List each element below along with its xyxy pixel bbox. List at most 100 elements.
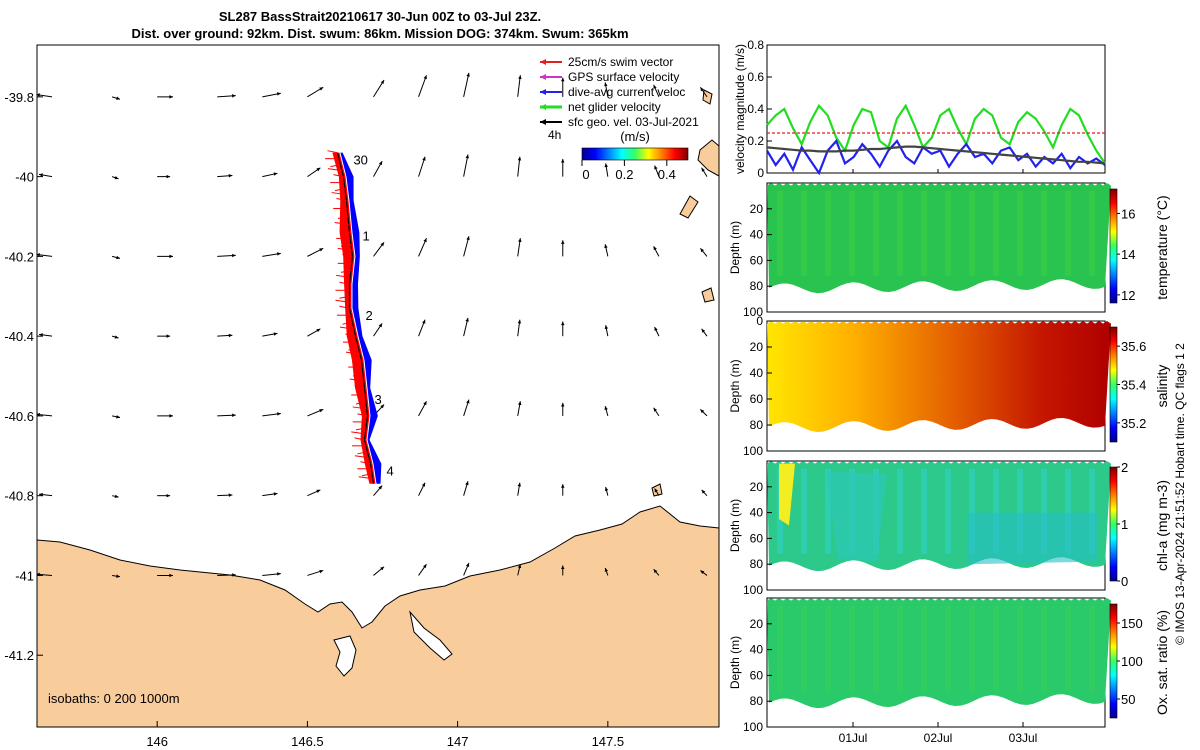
section-streak [921, 605, 927, 691]
velocity-series-line [766, 138, 1106, 176]
section-streak [993, 468, 999, 554]
geo-velocity-arrowhead [114, 176, 119, 180]
section-streak [969, 605, 975, 691]
geo-velocity-arrowhead [465, 562, 470, 567]
section-y-tick-label: 40 [750, 643, 764, 657]
section-y-tick-label: 100 [743, 583, 763, 597]
legend-entry: sfc geo. vel. 03-Jul-2021 [568, 115, 699, 129]
map-area [37, 45, 719, 727]
geo-velocity-arrowhead [517, 156, 522, 161]
geo-velocity-arrowhead [378, 161, 383, 166]
swim-vector [354, 437, 365, 441]
section-colorbar [1109, 466, 1118, 582]
estuary-east [409, 610, 453, 661]
section-y-tick-label: 80 [750, 694, 764, 708]
swim-vector [330, 164, 341, 168]
chart-title-line2: Dist. over ground: 92km. Dist. swum: 86k… [131, 26, 629, 41]
geo-velocity-arrowhead [380, 80, 385, 85]
track-current-band [340, 152, 382, 484]
track-day-label: 30 [353, 153, 367, 168]
geo-velocity-arrow [463, 72, 470, 97]
section-streak [849, 190, 855, 276]
geo-velocity-arrowhead [116, 574, 121, 578]
section-colorbar-label: temperature (°C) [1154, 195, 1170, 299]
geo-velocity-arrowhead [166, 334, 171, 338]
geo-velocity-arrowhead [316, 328, 321, 333]
geo-velocity-arrowhead [232, 573, 236, 577]
section-streak [1089, 190, 1095, 276]
section-streak [945, 468, 951, 554]
section-y-tick-label: 100 [743, 720, 763, 734]
geo-velocity-arrowhead [277, 572, 281, 576]
geo-velocity-arrowhead [169, 573, 174, 578]
geo-velocity-arrowhead [561, 484, 565, 488]
swim-vector [351, 357, 362, 361]
island-2 [679, 195, 699, 219]
geo-velocity-arrowhead [166, 493, 171, 498]
legend-entry: GPS surface velocity [568, 70, 679, 84]
section-streak [1041, 190, 1047, 276]
swim-vector [355, 427, 367, 431]
chl-high-patch [779, 463, 795, 526]
section-x-tick-label: 01Jul [839, 731, 868, 745]
geo-velocity-arrowhead [273, 172, 278, 176]
legend-arrowhead [540, 119, 546, 125]
geo-velocity-arrowhead [653, 407, 658, 412]
geo-velocity-arrowhead [518, 75, 522, 80]
geo-velocity-arrowhead [654, 327, 658, 332]
map-y-tick-label: -41 [15, 568, 34, 583]
geo-velocity-arrowhead [604, 487, 609, 491]
swim-vector [357, 451, 368, 455]
section-y-tick-label: 80 [750, 557, 764, 571]
geo-velocity-arrowhead [422, 564, 427, 569]
geo-velocity-arrowhead [169, 95, 174, 99]
geo-velocity-arrowhead [166, 174, 171, 179]
section-streak [969, 468, 975, 554]
map-y-tick-label: -40 [15, 170, 34, 185]
geo-velocity-arrowhead [276, 252, 281, 256]
swim-vector [361, 473, 373, 477]
geo-velocity-arrowhead [517, 482, 521, 487]
map-y-tick-label: -40.2 [4, 249, 34, 264]
section-streak [825, 190, 831, 276]
section-streak [921, 190, 927, 276]
swim-vector [345, 351, 361, 355]
legend-arrowhead [540, 104, 546, 110]
swim-vector [339, 326, 355, 330]
velocity-y-axis-label: velocity magnitude (m/s) [733, 44, 747, 174]
geo-velocity-arrow [418, 75, 427, 98]
map-y-tick-label: -41.2 [4, 648, 34, 663]
section-y-axis-label: Depth (m) [728, 359, 742, 412]
geo-velocity-arrowhead [37, 93, 41, 97]
geo-velocity-arrowhead [653, 246, 657, 251]
island-1 [697, 139, 719, 177]
geo-velocity-arrowhead [39, 173, 43, 177]
island-4 [701, 287, 715, 303]
section-y-tick-label: 40 [750, 228, 764, 242]
geo-velocity-arrowhead [561, 321, 565, 326]
section-streak [801, 190, 807, 276]
section-streak [1017, 605, 1023, 691]
geo-velocity-arrowhead [228, 493, 233, 497]
map-colorbar-tick-label: 0.4 [658, 167, 676, 182]
section-colorbar-tick-label: 35.2 [1121, 416, 1146, 431]
geo-velocity-arrowhead [466, 236, 470, 241]
track-day-label: 2 [365, 308, 372, 323]
swim-vector [345, 333, 356, 337]
section-y-tick-label: 80 [750, 418, 764, 432]
geo-velocity-arrowhead [319, 248, 324, 252]
swim-vector [352, 373, 364, 377]
swim-vector [354, 455, 370, 459]
section-colorbar-tick-label: 35.4 [1121, 378, 1146, 393]
section-streak [1041, 468, 1047, 554]
colorbar-header: 4h [548, 128, 561, 142]
geo-velocity-arrowhead [423, 75, 427, 80]
geo-velocity-arrowhead [517, 319, 522, 324]
section-y-tick-label: 60 [750, 668, 764, 682]
section-colorbar-tick-label: 150 [1121, 616, 1143, 631]
geo-velocity-arrowhead [653, 569, 658, 574]
geo-velocity-arrowhead [561, 565, 565, 570]
section-streak [921, 468, 927, 554]
geo-velocity-arrowhead [276, 92, 281, 96]
swim-vector [336, 274, 351, 278]
